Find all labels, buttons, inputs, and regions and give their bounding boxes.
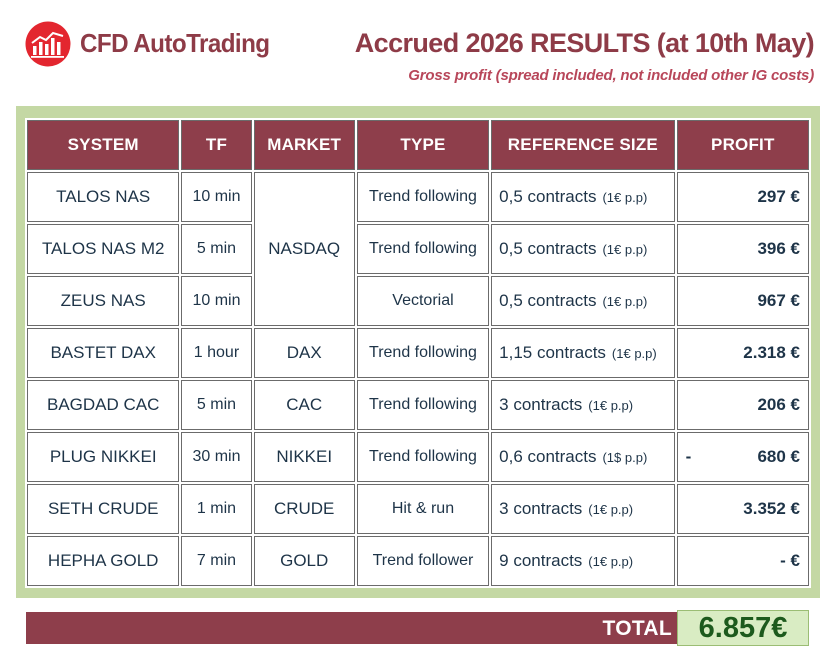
- timeframe-cell: 5 min: [181, 224, 252, 274]
- profit-value: 297 €: [757, 187, 800, 206]
- market-cell: GOLD: [253, 536, 355, 586]
- page-title: Accrued 2026 RESULTS (at 10th May): [354, 28, 815, 58]
- profit-cell: - 680 €: [676, 432, 809, 482]
- size-value: 3 contracts: [499, 499, 583, 518]
- size-value: 0,6 contracts: [499, 447, 597, 466]
- point-value: (1$ p.p): [602, 450, 648, 465]
- profit-cell: 297 €: [676, 172, 809, 222]
- market-cell: DAX: [253, 328, 355, 378]
- results-table: SYSTEM TF MARKET TYPE REFERENCE SIZE PRO…: [25, 118, 811, 588]
- profit-value: 396 €: [757, 239, 800, 258]
- table-row: TALOS NAS 10 min NASDAQ Trend following …: [27, 172, 809, 326]
- table-header-row: SYSTEM TF MARKET TYPE REFERENCE SIZE PRO…: [27, 120, 809, 170]
- column-header-tf: TF: [181, 120, 252, 170]
- type-cell: Trend following: [356, 328, 490, 378]
- timeframe-cell: 10 min: [181, 276, 252, 326]
- table-row: HEPHA GOLD 7 min GOLD Trend follower 9 c…: [27, 536, 809, 586]
- system-cell: TALOS NAS M2: [27, 224, 180, 274]
- table-row: ZEUS NAS 10 min Vectorial 0,5 contracts (…: [27, 276, 809, 326]
- table-row: PLUG NIKKEI 30 min NIKKEI Trend followin…: [27, 432, 809, 482]
- size-value: 0,5 contracts: [499, 239, 597, 258]
- reference-size-cell: 3 contracts (1€ p.p): [491, 484, 675, 534]
- column-header-system: SYSTEM: [27, 120, 180, 170]
- total-bar: TOTAL: [26, 612, 678, 644]
- profit-value: 2.318 €: [743, 343, 800, 362]
- size-value: 1,15 contracts: [499, 343, 606, 362]
- total-value: 6.857€: [677, 610, 809, 646]
- column-header-type: TYPE: [356, 120, 490, 170]
- total-label: TOTAL: [602, 617, 672, 640]
- type-cell: Hit & run: [356, 484, 490, 534]
- profit-cell: 206 €: [676, 380, 809, 430]
- profit-cell: 2.318 €: [676, 328, 809, 378]
- profit-value: 3.352 €: [743, 499, 800, 518]
- system-cell: BASTET DAX: [27, 328, 180, 378]
- system-cell: TALOS NAS: [27, 172, 180, 222]
- column-header-profit: PROFIT: [676, 120, 809, 170]
- profit-value: - €: [780, 551, 800, 570]
- reference-size-cell: 1,15 contracts (1€ p.p): [491, 328, 675, 378]
- point-value: (1€ p.p): [588, 554, 634, 569]
- point-value: (1€ p.p): [602, 294, 648, 309]
- type-cell: Vectorial: [356, 276, 490, 326]
- type-cell: Trend following: [356, 172, 490, 222]
- profit-cell: 3.352 €: [676, 484, 809, 534]
- profit-cell: - €: [676, 536, 809, 586]
- profit-value: 680 €: [757, 447, 800, 466]
- system-cell: HEPHA GOLD: [27, 536, 180, 586]
- market-cell: CRUDE: [253, 484, 355, 534]
- reference-size-cell: 0,5 contracts (1€ p.p): [491, 276, 675, 326]
- table-row: BASTET DAX 1 hour DAX Trend following 1,…: [27, 328, 809, 378]
- timeframe-cell: 10 min: [181, 172, 252, 222]
- bar-chart-logo-icon: [25, 21, 71, 67]
- type-cell: Trend follower: [356, 536, 490, 586]
- type-cell: Trend following: [356, 224, 490, 274]
- type-cell: Trend following: [356, 380, 490, 430]
- timeframe-cell: 5 min: [181, 380, 252, 430]
- market-cell: NIKKEI: [253, 432, 355, 482]
- reference-size-cell: 0,6 contracts (1$ p.p): [491, 432, 675, 482]
- point-value: (1€ p.p): [611, 346, 657, 361]
- system-cell: BAGDAD CAC: [27, 380, 180, 430]
- point-value: (1€ p.p): [588, 502, 634, 517]
- market-cell: CAC: [253, 380, 355, 430]
- reference-size-cell: 0,5 contracts (1€ p.p): [491, 172, 675, 222]
- profit-cell: 396 €: [676, 224, 809, 274]
- brand-name: CFD AutoTrading: [80, 28, 270, 58]
- timeframe-cell: 1 hour: [181, 328, 252, 378]
- column-header-market: MARKET: [253, 120, 355, 170]
- system-cell: ZEUS NAS: [27, 276, 180, 326]
- system-cell: PLUG NIKKEI: [27, 432, 180, 482]
- profit-sign: -: [685, 447, 692, 466]
- size-value: 0,5 contracts: [499, 187, 597, 206]
- table-row: SETH CRUDE 1 min CRUDE Hit & run 3 contr…: [27, 484, 809, 534]
- size-value: 3 contracts: [499, 395, 583, 414]
- system-cell: SETH CRUDE: [27, 484, 180, 534]
- reference-size-cell: 3 contracts (1€ p.p): [491, 380, 675, 430]
- timeframe-cell: 7 min: [181, 536, 252, 586]
- size-value: 9 contracts: [499, 551, 583, 570]
- type-cell: Trend following: [356, 432, 490, 482]
- profit-cell: 967 €: [676, 276, 809, 326]
- point-value: (1€ p.p): [588, 398, 634, 413]
- reference-size-cell: 0,5 contracts (1€ p.p): [491, 224, 675, 274]
- profit-value: 206 €: [757, 395, 800, 414]
- table-row: TALOS NAS M2 5 min Trend following 0,5 c…: [27, 224, 809, 274]
- timeframe-cell: 1 min: [181, 484, 252, 534]
- point-value: (1€ p.p): [602, 242, 648, 257]
- table-row: BAGDAD CAC 5 min CAC Trend following 3 c…: [27, 380, 809, 430]
- profit-value: 967 €: [757, 291, 800, 310]
- point-value: (1€ p.p): [602, 190, 648, 205]
- market-cell: NASDAQ: [253, 172, 355, 326]
- column-header-reference-size: REFERENCE SIZE: [491, 120, 675, 170]
- size-value: 0,5 contracts: [499, 291, 597, 310]
- reference-size-cell: 9 contracts (1€ p.p): [491, 536, 675, 586]
- timeframe-cell: 30 min: [181, 432, 252, 482]
- page-subtitle: Gross profit (spread included, not inclu…: [408, 67, 814, 84]
